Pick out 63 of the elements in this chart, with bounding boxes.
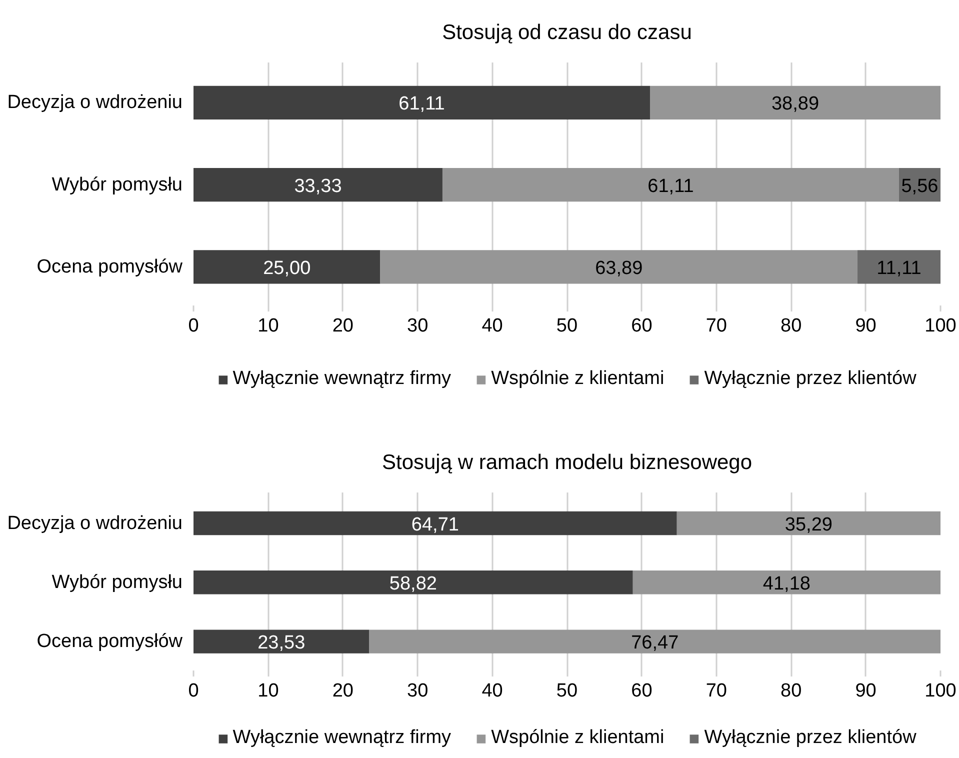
data-label: 63,89 — [595, 258, 643, 279]
data-label: 61,11 — [398, 94, 445, 115]
y-tick-label: Ocena pomysłów — [36, 256, 183, 278]
bar — [858, 250, 940, 284]
y-tick-label: Wybór pomysłu — [52, 572, 183, 593]
legend-label: Wyłącznie przez klientów — [704, 368, 916, 390]
chart-title: Stosują w ramach modelu biznesowego — [382, 451, 752, 474]
x-tick-label: 60 — [631, 680, 652, 702]
data-label: 35,29 — [784, 514, 832, 536]
bar — [194, 511, 677, 536]
x-tick-label: 70 — [706, 316, 727, 336]
data-label: 11,11 — [876, 258, 922, 279]
x-tick-label: 20 — [332, 680, 354, 702]
bar — [369, 630, 940, 654]
bar — [442, 168, 899, 202]
y-tick-label: Decyzja o wdrożeniu — [7, 512, 183, 534]
y-tick-label: Decyzja o wdrożeniu — [7, 92, 183, 114]
data-label: 58,82 — [389, 573, 437, 594]
bar — [194, 570, 633, 594]
legend-label: Wspólnie z klientami — [491, 727, 664, 749]
bar — [194, 168, 442, 202]
data-label: 61,11 — [648, 176, 694, 197]
x-tick-label: 0 — [188, 316, 199, 336]
bar — [650, 86, 940, 120]
x-tick-label: 50 — [556, 316, 578, 336]
x-tick-label: 40 — [482, 316, 503, 336]
x-tick-label: 0 — [188, 680, 199, 702]
y-tick-label: Wybór pomysłu — [52, 174, 183, 196]
chart-title: Stosują od czasu do czasu — [442, 21, 692, 44]
x-tick-label: 40 — [482, 680, 503, 702]
legend-label: Wyłącznie wewnątrz firmy — [232, 727, 452, 749]
bar — [194, 250, 380, 284]
legend-label: Wyłącznie przez klientów — [704, 727, 916, 749]
bar — [676, 511, 940, 536]
bar — [194, 630, 370, 654]
data-label: 5,56 — [901, 176, 938, 197]
legend-label: Wspólnie z klientami — [491, 368, 664, 390]
bar — [632, 570, 940, 594]
data-label: 64,71 — [411, 514, 459, 536]
x-tick-label: 100 — [924, 680, 956, 702]
legend-label: Wyłącznie wewnątrz firmy — [232, 368, 452, 390]
x-tick-label: 90 — [855, 680, 876, 702]
data-label: 33,33 — [294, 176, 342, 197]
x-tick-label: 80 — [780, 316, 802, 336]
x-tick-label: 60 — [631, 316, 652, 336]
x-tick-label: 90 — [855, 316, 876, 336]
data-label: 25,00 — [263, 258, 311, 279]
y-tick-label: Ocena pomysłów — [36, 631, 183, 652]
x-tick-label: 50 — [556, 680, 578, 702]
x-tick-label: 70 — [706, 680, 727, 702]
x-tick-label: 80 — [780, 680, 802, 702]
data-label: 38,89 — [771, 94, 820, 115]
x-tick-label: 10 — [258, 680, 279, 702]
x-tick-label: 30 — [407, 680, 428, 702]
bar — [194, 86, 650, 120]
bar — [380, 250, 858, 284]
x-tick-label: 30 — [407, 316, 428, 336]
data-label: 76,47 — [631, 632, 679, 654]
x-tick-label: 10 — [258, 316, 279, 336]
x-tick-label: 100 — [924, 316, 956, 336]
data-label: 23,53 — [258, 632, 306, 654]
data-label: 41,18 — [762, 573, 810, 594]
x-tick-label: 20 — [332, 316, 354, 336]
